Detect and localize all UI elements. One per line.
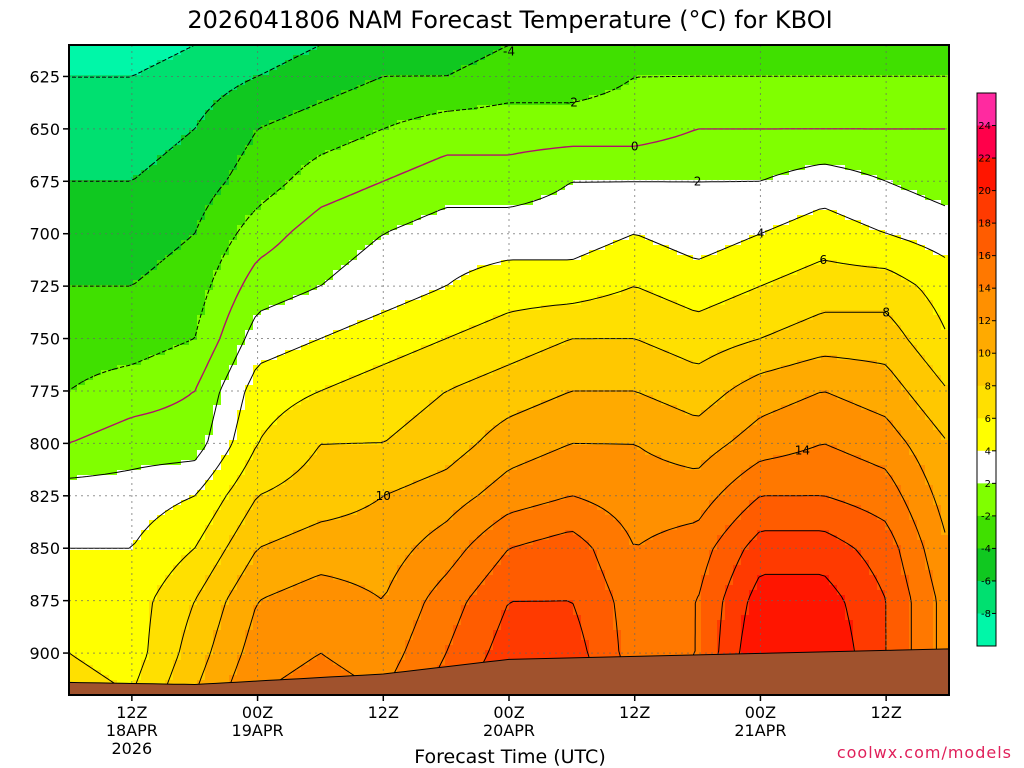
colorbar-swatch: [977, 158, 996, 191]
colorbar-label: 16: [978, 251, 991, 262]
temperature-field: [69, 45, 950, 696]
x-tick-label: 18APR: [106, 721, 158, 740]
contour-label: -2: [566, 96, 578, 110]
colorbar-label: 24: [978, 121, 991, 132]
colorbar-swatch: [977, 353, 996, 387]
contour-label: 0: [631, 140, 639, 154]
contour-line: [68, 259, 946, 694]
chart-title: 2026041806 NAM Forecast Temperature (°C)…: [187, 6, 832, 34]
x-tick-label: 19APR: [232, 721, 284, 740]
x-axis-label: Forecast Time (UTC): [414, 746, 605, 768]
y-tick-label: 625: [29, 67, 60, 86]
y-tick-label: 750: [29, 330, 60, 349]
contour-line: [69, 44, 321, 182]
y-tick-label: 825: [29, 487, 60, 506]
y-tick-label: 900: [29, 644, 60, 663]
colorbar-label: 6: [985, 414, 991, 425]
colorbar-label: 20: [978, 186, 991, 197]
colorbar-swatch: [977, 255, 996, 289]
colorbar-swatch: [977, 548, 996, 582]
contour-label: 8: [882, 305, 890, 319]
colorbar-swatch: [977, 483, 996, 517]
y-tick-label: 775: [29, 382, 60, 401]
colorbar-label: -2: [981, 511, 991, 522]
contour-line: [195, 355, 946, 694]
colorbar-label: 10: [978, 349, 991, 360]
x-tick-label: 12Z: [619, 703, 650, 722]
colorbar-swatch: [977, 125, 996, 159]
colorbar-swatch: [977, 580, 996, 614]
x-tick-label: 20APR: [483, 721, 535, 740]
x-tick-label: 00Z: [745, 703, 776, 722]
y-tick-label: 850: [29, 539, 60, 558]
colorbar-swatch: [977, 223, 996, 257]
colorbar-swatch: [977, 385, 996, 419]
contour-line: [226, 391, 946, 694]
colorbar-label: -4: [981, 544, 991, 555]
terrain-surface: [68, 648, 950, 696]
contour-line: [68, 75, 945, 391]
contour-line: [68, 128, 945, 444]
contour-line: [69, 44, 195, 78]
contour-line: [260, 443, 946, 694]
colorbar-swatch: [977, 320, 996, 354]
colorbar-swatch: [977, 190, 996, 224]
y-tick-label: 875: [29, 592, 60, 611]
x-tick-label: 12Z: [116, 703, 147, 722]
colorbar-swatch: [977, 613, 996, 647]
y-tick-label: 700: [29, 225, 60, 244]
contour-line: [163, 311, 946, 694]
x-tick-label: 12Z: [368, 703, 399, 722]
x-tick-label: 2026: [111, 739, 152, 758]
contour-line: [69, 44, 514, 287]
grid-lines: [69, 45, 949, 695]
colorbar-label: 4: [985, 446, 991, 457]
colorbar-label: -6: [981, 576, 991, 587]
colorbar-label: 18: [978, 219, 991, 230]
colorbar-label: 14: [978, 284, 991, 295]
plot-area: -4-2024681014: [68, 44, 950, 696]
colorbar-swatch: [977, 93, 996, 126]
x-tick-label: 00Z: [493, 703, 524, 722]
colorbar-label: 2: [985, 479, 991, 490]
colorbar-label: 8: [985, 381, 991, 392]
contour-label: 6: [819, 253, 827, 267]
colorbar-label: -8: [981, 609, 991, 620]
contour-lines: [68, 44, 946, 694]
colorbar-swatch: [977, 288, 996, 322]
y-axis: 625 650 675 700 725 750 775 800 825 850 875 900: [29, 67, 69, 663]
colorbar-frame: [976, 92, 997, 647]
x-tick-label: 00Z: [242, 703, 273, 722]
contour-line: [68, 163, 946, 479]
colorbar-label: 22: [978, 154, 991, 165]
y-tick-label: 725: [29, 277, 60, 296]
contour-label: 2: [694, 174, 702, 188]
colorbar-swatch: [977, 515, 996, 549]
colorbar-swatch: [977, 418, 996, 452]
colorbar: 24 22 20 18 16 14 12 10 8 6 4 2 -2 -4 -6 -8: [976, 92, 997, 647]
x-tick-label: 12Z: [870, 703, 901, 722]
y-tick-label: 675: [29, 172, 60, 191]
colorbar-label: 12: [978, 316, 991, 327]
x-tick-label: 21APR: [734, 721, 786, 740]
colorbar-swatch: [977, 450, 996, 484]
contour-line: [69, 207, 946, 549]
credit-text: coolwx.com/models: [837, 743, 1012, 762]
contour-label: 14: [795, 444, 810, 458]
y-tick-label: 650: [29, 120, 60, 139]
y-tick-label: 800: [29, 434, 60, 453]
